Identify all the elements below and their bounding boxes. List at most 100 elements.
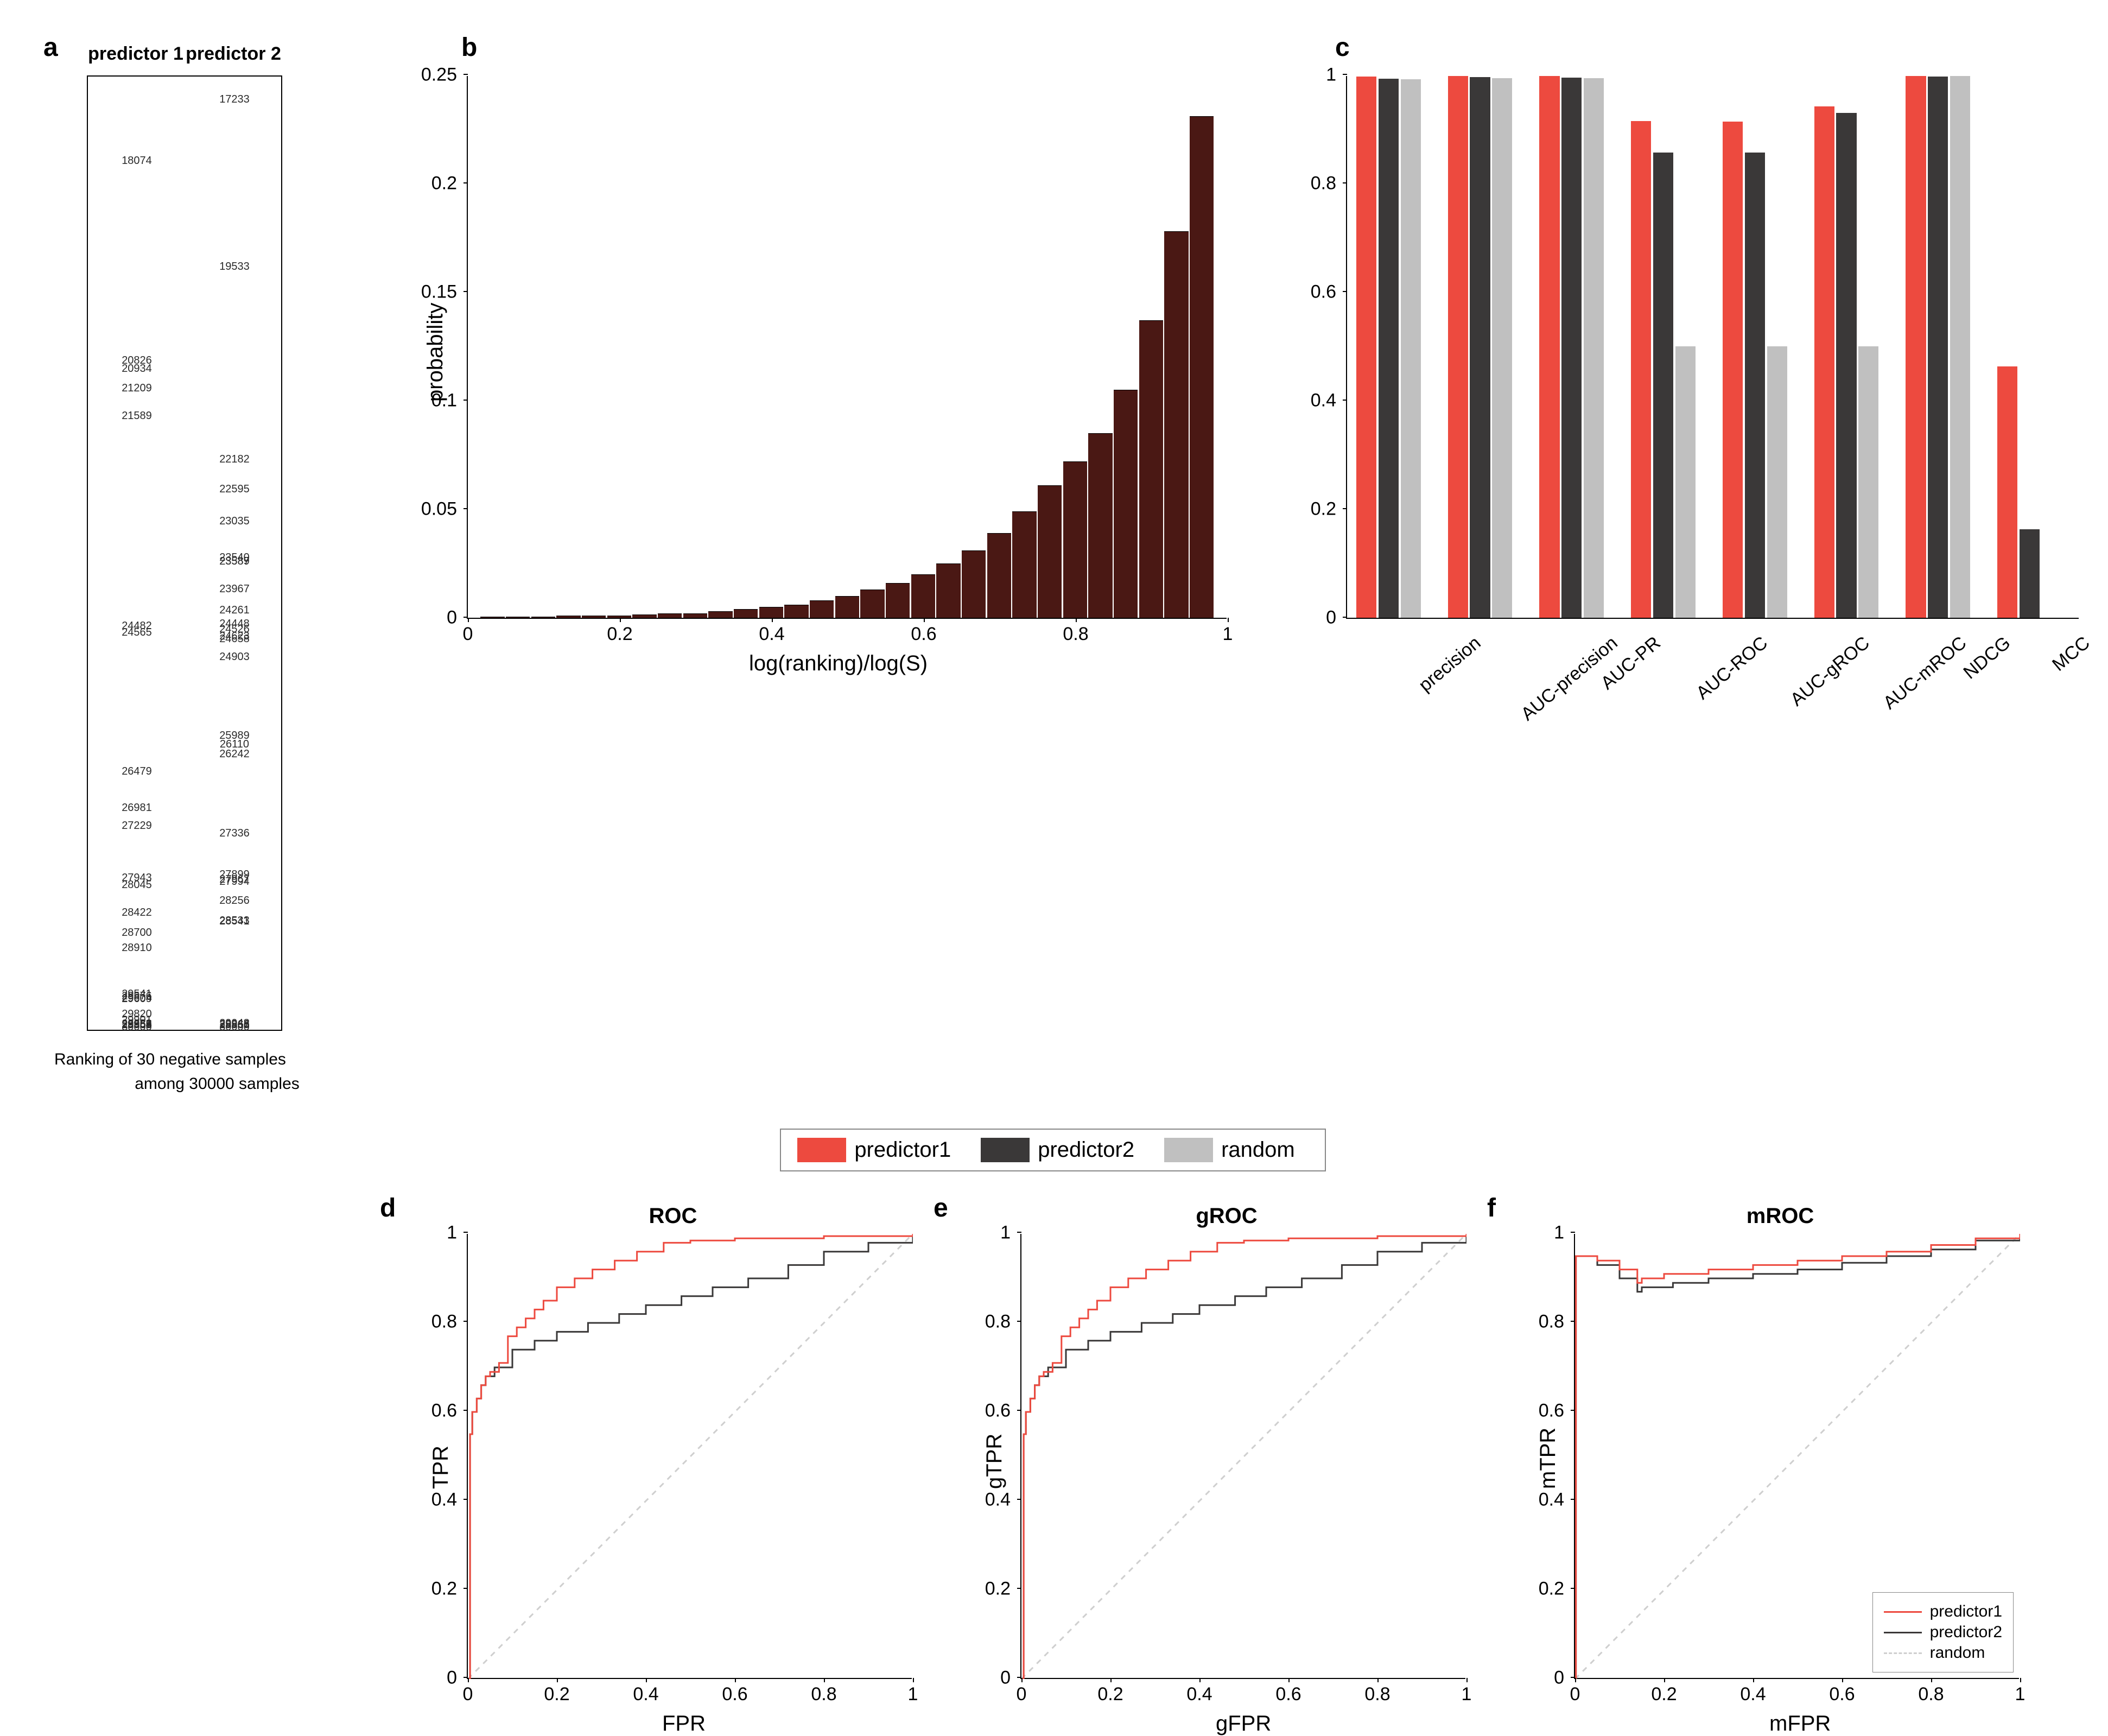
histogram-bar (936, 563, 960, 618)
b-xlabel: log(ranking)/log(S) (749, 651, 928, 676)
legend-box: predictor1predictor2random (780, 1129, 1325, 1171)
y-tick: 1 (1000, 1222, 1011, 1244)
legend-label: predictor1 (854, 1138, 951, 1162)
panel-c: precisionAUC-precisionAUC-PRAUC-ROCAUC-g… (1292, 33, 2052, 619)
metric-bar (1745, 153, 1765, 618)
x-tick: 0.6 (1829, 1684, 1855, 1705)
grouped-bar-chart: precisionAUC-precisionAUC-PRAUC-ROCAUC-g… (1346, 76, 2079, 619)
rank-value: 27994 (186, 876, 283, 888)
rank-value: 18074 (88, 155, 186, 167)
histogram-bar (683, 613, 707, 618)
rank-value: 30000 (88, 1021, 186, 1034)
histogram-bar (734, 609, 758, 618)
rank-value: 28700 (88, 927, 186, 939)
histogram-bar (1088, 433, 1112, 618)
legend-swatch (981, 1138, 1030, 1162)
rank-value: 27336 (186, 827, 283, 840)
x-tick: 0.8 (1918, 1684, 1944, 1705)
rank-value: 19533 (186, 261, 283, 273)
rank-value: 28045 (88, 879, 186, 891)
metric-bar (1631, 121, 1651, 618)
metric-bar (1767, 346, 1787, 618)
rank-value: 21209 (88, 382, 186, 395)
histogram-bar (886, 583, 910, 618)
rank-value: 21589 (88, 410, 186, 422)
metric-bar (1814, 106, 1834, 618)
y-tick: 0.2 (1539, 1579, 1564, 1600)
y-tick: 0.4 (1539, 1490, 1564, 1511)
histogram-bar (784, 605, 808, 618)
legend-swatch (1164, 1138, 1213, 1162)
x-tick: 1 (2015, 1684, 2026, 1705)
roc-d-chart: 000.20.20.40.40.60.60.80.811 (467, 1234, 912, 1679)
histogram-bar (860, 590, 884, 618)
x-tick: 0.8 (1364, 1684, 1390, 1705)
y-tick: 0.2 (1311, 499, 1336, 520)
caption-line1: Ranking of 30 negative samples (54, 1047, 380, 1072)
rank-value: 23967 (186, 583, 283, 595)
histogram-bar (480, 617, 504, 618)
rank-value: 26981 (88, 802, 186, 814)
figure-container: a predictor 1 predictor 2 18074208262093… (33, 33, 2073, 1679)
rank-value: 26242 (186, 748, 283, 761)
y-tick: 0.25 (421, 65, 457, 86)
roc-f-chart: 000.20.20.40.40.60.60.80.811predictor1pr… (1574, 1234, 2019, 1679)
metric-bar (1492, 78, 1512, 618)
x-tick: 0.6 (911, 624, 936, 645)
y-tick: 0 (1326, 607, 1336, 629)
metric-bar (1836, 113, 1856, 618)
x-tick: 1 (908, 1684, 918, 1705)
x-tick: 0.4 (1186, 1684, 1212, 1705)
rank-value: 23587 (186, 555, 283, 568)
y-tick: 0.2 (431, 173, 457, 194)
metric-category-label: precision (1415, 632, 1485, 696)
roc-legend-label: predictor2 (1930, 1623, 2002, 1642)
panel-label-d: d (380, 1193, 396, 1223)
x-tick: 1 (1223, 624, 1233, 645)
metric-bar (1379, 79, 1399, 618)
x-tick: 0.2 (1651, 1684, 1677, 1705)
panel-e: e gROC 000.20.20.40.40.60.60.80.811 gTPR… (966, 1204, 1487, 1679)
histogram-bar (835, 596, 859, 618)
b-ylabel: probability (423, 303, 448, 402)
metric-bar (1356, 77, 1376, 618)
y-tick: 0.4 (431, 1490, 457, 1511)
metric-bar (1653, 153, 1673, 618)
e-xlabel: gFPR (1216, 1712, 1271, 1736)
legend-wrapper: predictor1predictor2random (33, 1096, 2073, 1193)
metric-category-label: AUC-mROC (1879, 632, 1970, 714)
x-tick: 0 (463, 624, 473, 645)
metric-bar (1675, 346, 1696, 618)
x-tick: 0 (1017, 1684, 1027, 1705)
y-tick: 1 (447, 1222, 457, 1244)
histogram-bar (708, 611, 732, 618)
f-xlabel: mFPR (1769, 1712, 1831, 1736)
x-tick: 0.6 (1275, 1684, 1301, 1705)
panel-a-headers: predictor 1 predictor 2 (33, 43, 380, 65)
metric-category-label: NDCG (1960, 632, 2015, 683)
bottom-row: d ROC 000.20.20.40.40.60.60.80.811 TPR F… (33, 1204, 2073, 1679)
roc-f-title: mROC (1520, 1204, 2041, 1228)
header-predictor2: predictor 2 (185, 43, 282, 65)
rank-value: 22595 (186, 483, 283, 496)
histogram-bar (911, 574, 935, 618)
rank-value: 28256 (186, 895, 283, 907)
x-tick: 1 (1462, 1684, 1472, 1705)
histogram-bar (962, 550, 986, 618)
y-tick: 0.6 (985, 1401, 1011, 1422)
legend-label: random (1221, 1138, 1295, 1162)
metric-category-label: AUC-gROC (1786, 632, 1874, 711)
rank-value: 17233 (186, 93, 283, 106)
histogram-bar (582, 616, 606, 618)
panel-b: 00.20.40.60.8100.050.10.150.20.25 probab… (402, 33, 1227, 619)
histogram-bar (556, 616, 580, 618)
roc-legend-label: predictor1 (1930, 1602, 2002, 1621)
metric-bar (1401, 79, 1421, 618)
top-row: a predictor 1 predictor 2 18074208262093… (33, 33, 2073, 1096)
roc-svg (1021, 1234, 1466, 1679)
rank-value: 29609 (88, 993, 186, 1005)
histogram-bar (506, 617, 530, 618)
y-tick: 0.8 (1539, 1311, 1564, 1333)
y-tick: 0 (447, 607, 457, 629)
rank-value: 24565 (88, 626, 186, 639)
